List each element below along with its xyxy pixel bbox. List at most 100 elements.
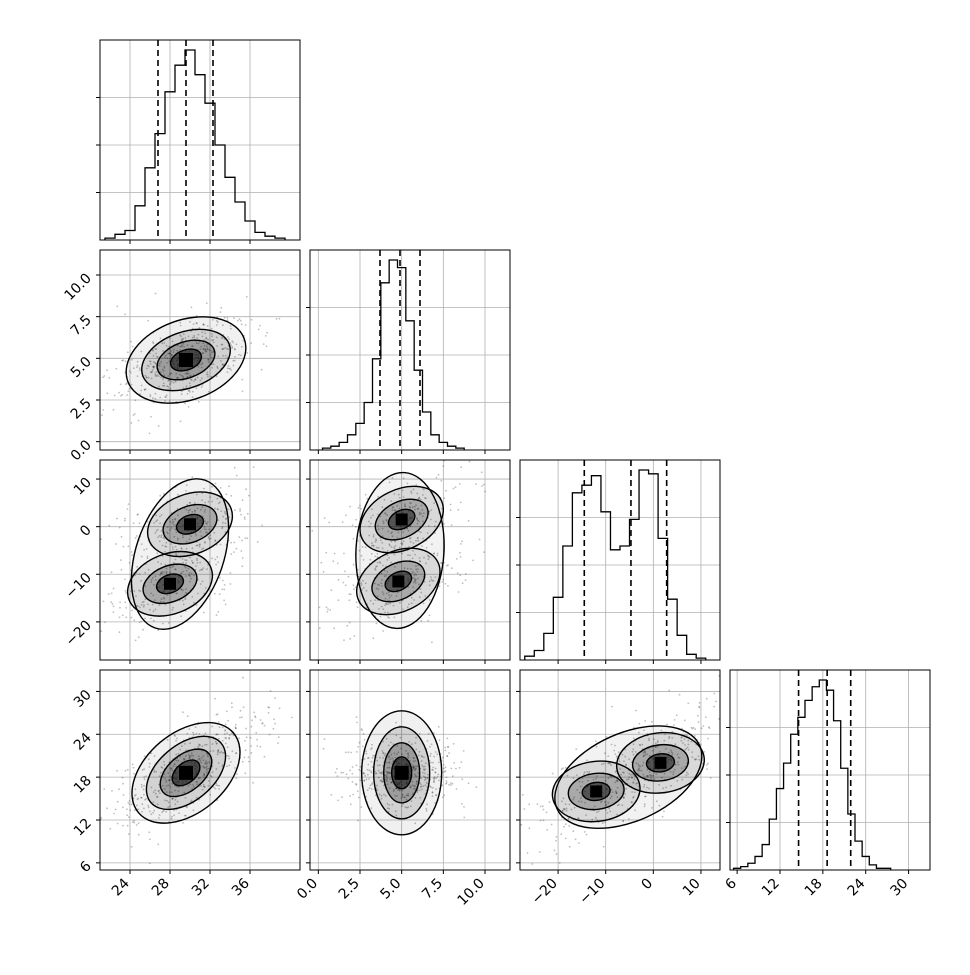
scatter-point (252, 781, 254, 784)
scatter-point (539, 805, 542, 808)
scatter-point (392, 790, 395, 792)
scatter-point (134, 788, 137, 791)
scatter-point (124, 360, 127, 363)
panel-content (100, 670, 300, 870)
scatter-point (256, 745, 259, 747)
scatter-point (431, 791, 434, 794)
scatter-point (226, 754, 229, 757)
scatter-point (214, 558, 217, 561)
scatter-point (124, 517, 126, 520)
scatter-point (214, 540, 217, 542)
scatter-point (531, 863, 534, 865)
scatter-point (381, 506, 384, 509)
scatter-point (614, 744, 616, 747)
scatter-point (134, 399, 137, 402)
scatter-point (415, 565, 417, 568)
scatter-point (233, 359, 236, 362)
scatter-point (414, 582, 417, 584)
scatter-point (222, 579, 224, 582)
scatter-point (363, 758, 366, 760)
scatter-point (216, 753, 219, 756)
scatter-point (201, 499, 203, 502)
scatter-point (388, 772, 391, 775)
scatter-point (538, 851, 541, 853)
scatter-point (232, 359, 235, 362)
histogram-step-line (104, 49, 286, 240)
scatter-point (177, 514, 179, 517)
scatter-point (431, 795, 434, 797)
scatter-point (210, 356, 213, 359)
scatter-point (175, 592, 178, 595)
scatter-point (260, 368, 263, 371)
scatter-point (434, 801, 437, 804)
scatter-point (624, 748, 626, 751)
scatter-point (422, 602, 425, 605)
scatter-point (206, 769, 208, 772)
scatter-point (398, 789, 400, 791)
scatter-point (239, 709, 242, 712)
scatter-point (207, 755, 209, 758)
scatter-point (184, 814, 187, 817)
scatter-point (372, 544, 374, 547)
scatter-point (267, 712, 270, 714)
scatter-point (386, 771, 389, 774)
scatter-point (434, 771, 436, 774)
scatter-point (185, 541, 188, 543)
scatter-point (416, 518, 419, 520)
scatter-point (583, 831, 586, 833)
scatter-point (212, 786, 215, 789)
scatter-point (154, 608, 157, 611)
scatter-point (229, 342, 232, 344)
scatter-point (683, 719, 686, 722)
scatter-point (370, 771, 373, 774)
scatter-point (442, 764, 445, 766)
scatter-point (632, 781, 635, 783)
scatter-point (370, 788, 373, 790)
scatter-point (431, 580, 434, 582)
scatter-point (229, 583, 232, 585)
scatter-point (614, 781, 617, 784)
scatter-point (193, 601, 195, 604)
scatter-point (202, 567, 205, 569)
scatter-point (370, 508, 373, 511)
scatter-point (677, 756, 680, 759)
scatter-point (438, 779, 440, 782)
scatter-point (432, 786, 434, 789)
scatter-point (444, 746, 447, 749)
scatter-point (172, 797, 174, 800)
scatter-point (174, 568, 177, 570)
scatter-point (182, 377, 185, 379)
scatter-point (449, 509, 452, 512)
scatter-point (198, 758, 201, 760)
scatter-point (207, 754, 210, 756)
scatter-point (563, 808, 566, 811)
scatter-point (481, 485, 483, 487)
scatter-point (202, 323, 205, 325)
scatter-point (196, 337, 199, 339)
scatter-point (255, 731, 258, 734)
scatter-point (183, 791, 186, 794)
scatter-point (415, 568, 418, 571)
scatter-point (179, 349, 182, 351)
scatter-point (204, 762, 207, 764)
scatter-point (411, 572, 413, 575)
scatter-point (575, 748, 578, 751)
scatter-point (182, 589, 184, 592)
scatter-point (156, 519, 159, 521)
scatter-point (206, 761, 209, 764)
scatter-point (660, 729, 663, 732)
scatter-point (441, 784, 444, 787)
scatter-point (371, 782, 374, 784)
scatter-point (419, 531, 422, 534)
scatter-point (402, 477, 405, 480)
scatter-point (133, 590, 136, 592)
scatter-point (605, 736, 608, 738)
scatter-point (425, 809, 428, 812)
scatter-point (437, 473, 440, 476)
scatter-point (202, 755, 205, 757)
scatter-point (364, 546, 367, 549)
scatter-point (197, 755, 200, 757)
scatter-point (167, 532, 169, 535)
scatter-point (416, 765, 419, 768)
scatter-point (235, 752, 237, 755)
